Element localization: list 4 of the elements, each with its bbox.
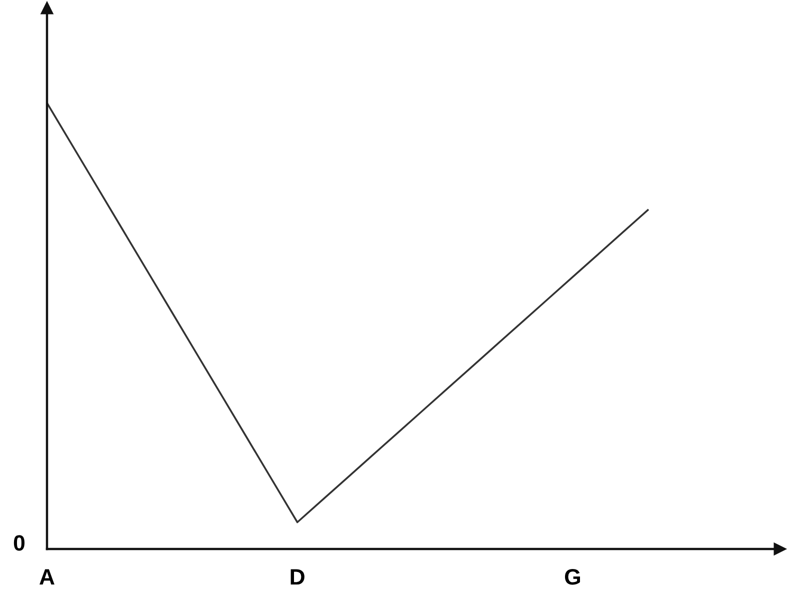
- text: 0: [14, 535, 24, 551]
- x-tick-label: D: [290, 569, 304, 585]
- x-tick-label: G: [564, 569, 580, 585]
- x-tick-label: A: [40, 569, 54, 585]
